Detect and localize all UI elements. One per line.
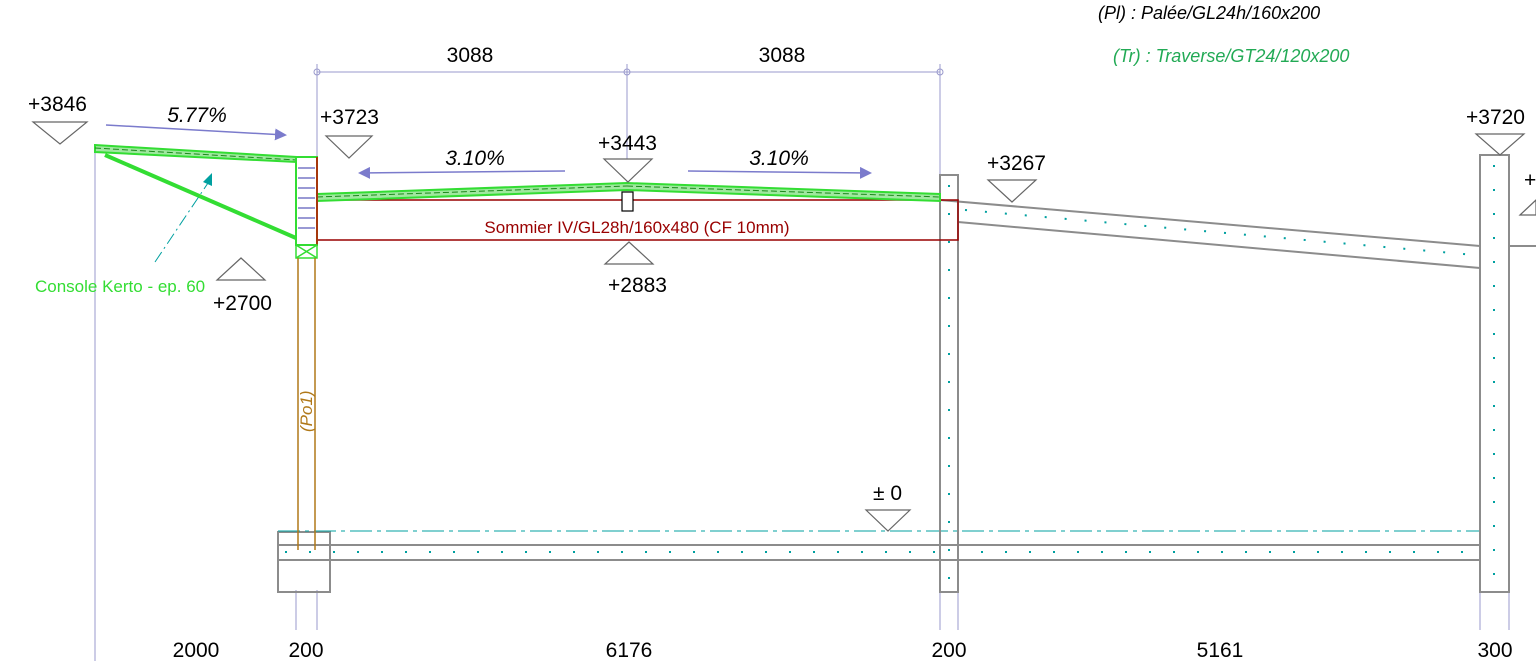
console-label: Console Kerto - ep. 60 — [35, 277, 205, 296]
slope-arrow-cantilever — [105, 124, 287, 141]
middle-wall — [939, 174, 959, 593]
legend-pl: (Pl) : Palée/GL24h/160x200 — [1098, 3, 1320, 23]
level-3723: +3723 — [320, 106, 379, 129]
level-3846: +3846 — [28, 93, 87, 116]
right-wall — [1479, 154, 1510, 593]
level-3267: +3267 — [987, 152, 1046, 175]
dimension-top-2: 3088 — [759, 44, 806, 67]
floor-slab — [277, 531, 1480, 593]
beam-label: Sommier IV/GL28h/160x480 (CF 10mm) — [484, 218, 789, 237]
level-zero: ± 0 — [873, 482, 902, 505]
level-2700: +2700 — [213, 292, 272, 315]
dimension-bottom-6176: 6176 — [606, 639, 653, 661]
cantilever-console — [94, 143, 297, 240]
level-3443: +3443 — [598, 132, 657, 155]
slope-right-label: 3.10% — [749, 147, 809, 170]
slope-arrow-right — [687, 166, 872, 179]
slope-left-label: 3.10% — [445, 147, 505, 170]
dimension-top-1: 3088 — [447, 44, 494, 67]
concrete-roof-slab — [939, 199, 1536, 269]
level-2883: +2883 — [608, 274, 667, 297]
console-leader — [154, 179, 211, 263]
dimension-bottom-5161: 5161 — [1197, 639, 1244, 661]
console-leader-arrow — [203, 173, 212, 186]
roof-slab-hatch — [964, 209, 1476, 256]
post-label: (Po1) — [297, 390, 316, 432]
ridge-block — [621, 191, 634, 212]
dimension-bottom-200-b: 200 — [931, 639, 966, 661]
legend-tr: (Tr) : Traverse/GT24/120x200 — [1113, 46, 1349, 66]
dimension-bottom-2000: 2000 — [173, 639, 220, 661]
post-po1 — [295, 156, 318, 550]
level-cut: + — [1524, 169, 1536, 192]
slope-cantilever-label: 5.77% — [167, 104, 227, 127]
dimension-bottom-300: 300 — [1477, 639, 1512, 661]
slope-arrow-left — [358, 166, 566, 179]
level-3720: +3720 — [1466, 106, 1525, 129]
dimension-bottom-200-a: 200 — [288, 639, 323, 661]
reference-lines — [94, 150, 1510, 661]
level-markers — [31, 121, 1536, 532]
